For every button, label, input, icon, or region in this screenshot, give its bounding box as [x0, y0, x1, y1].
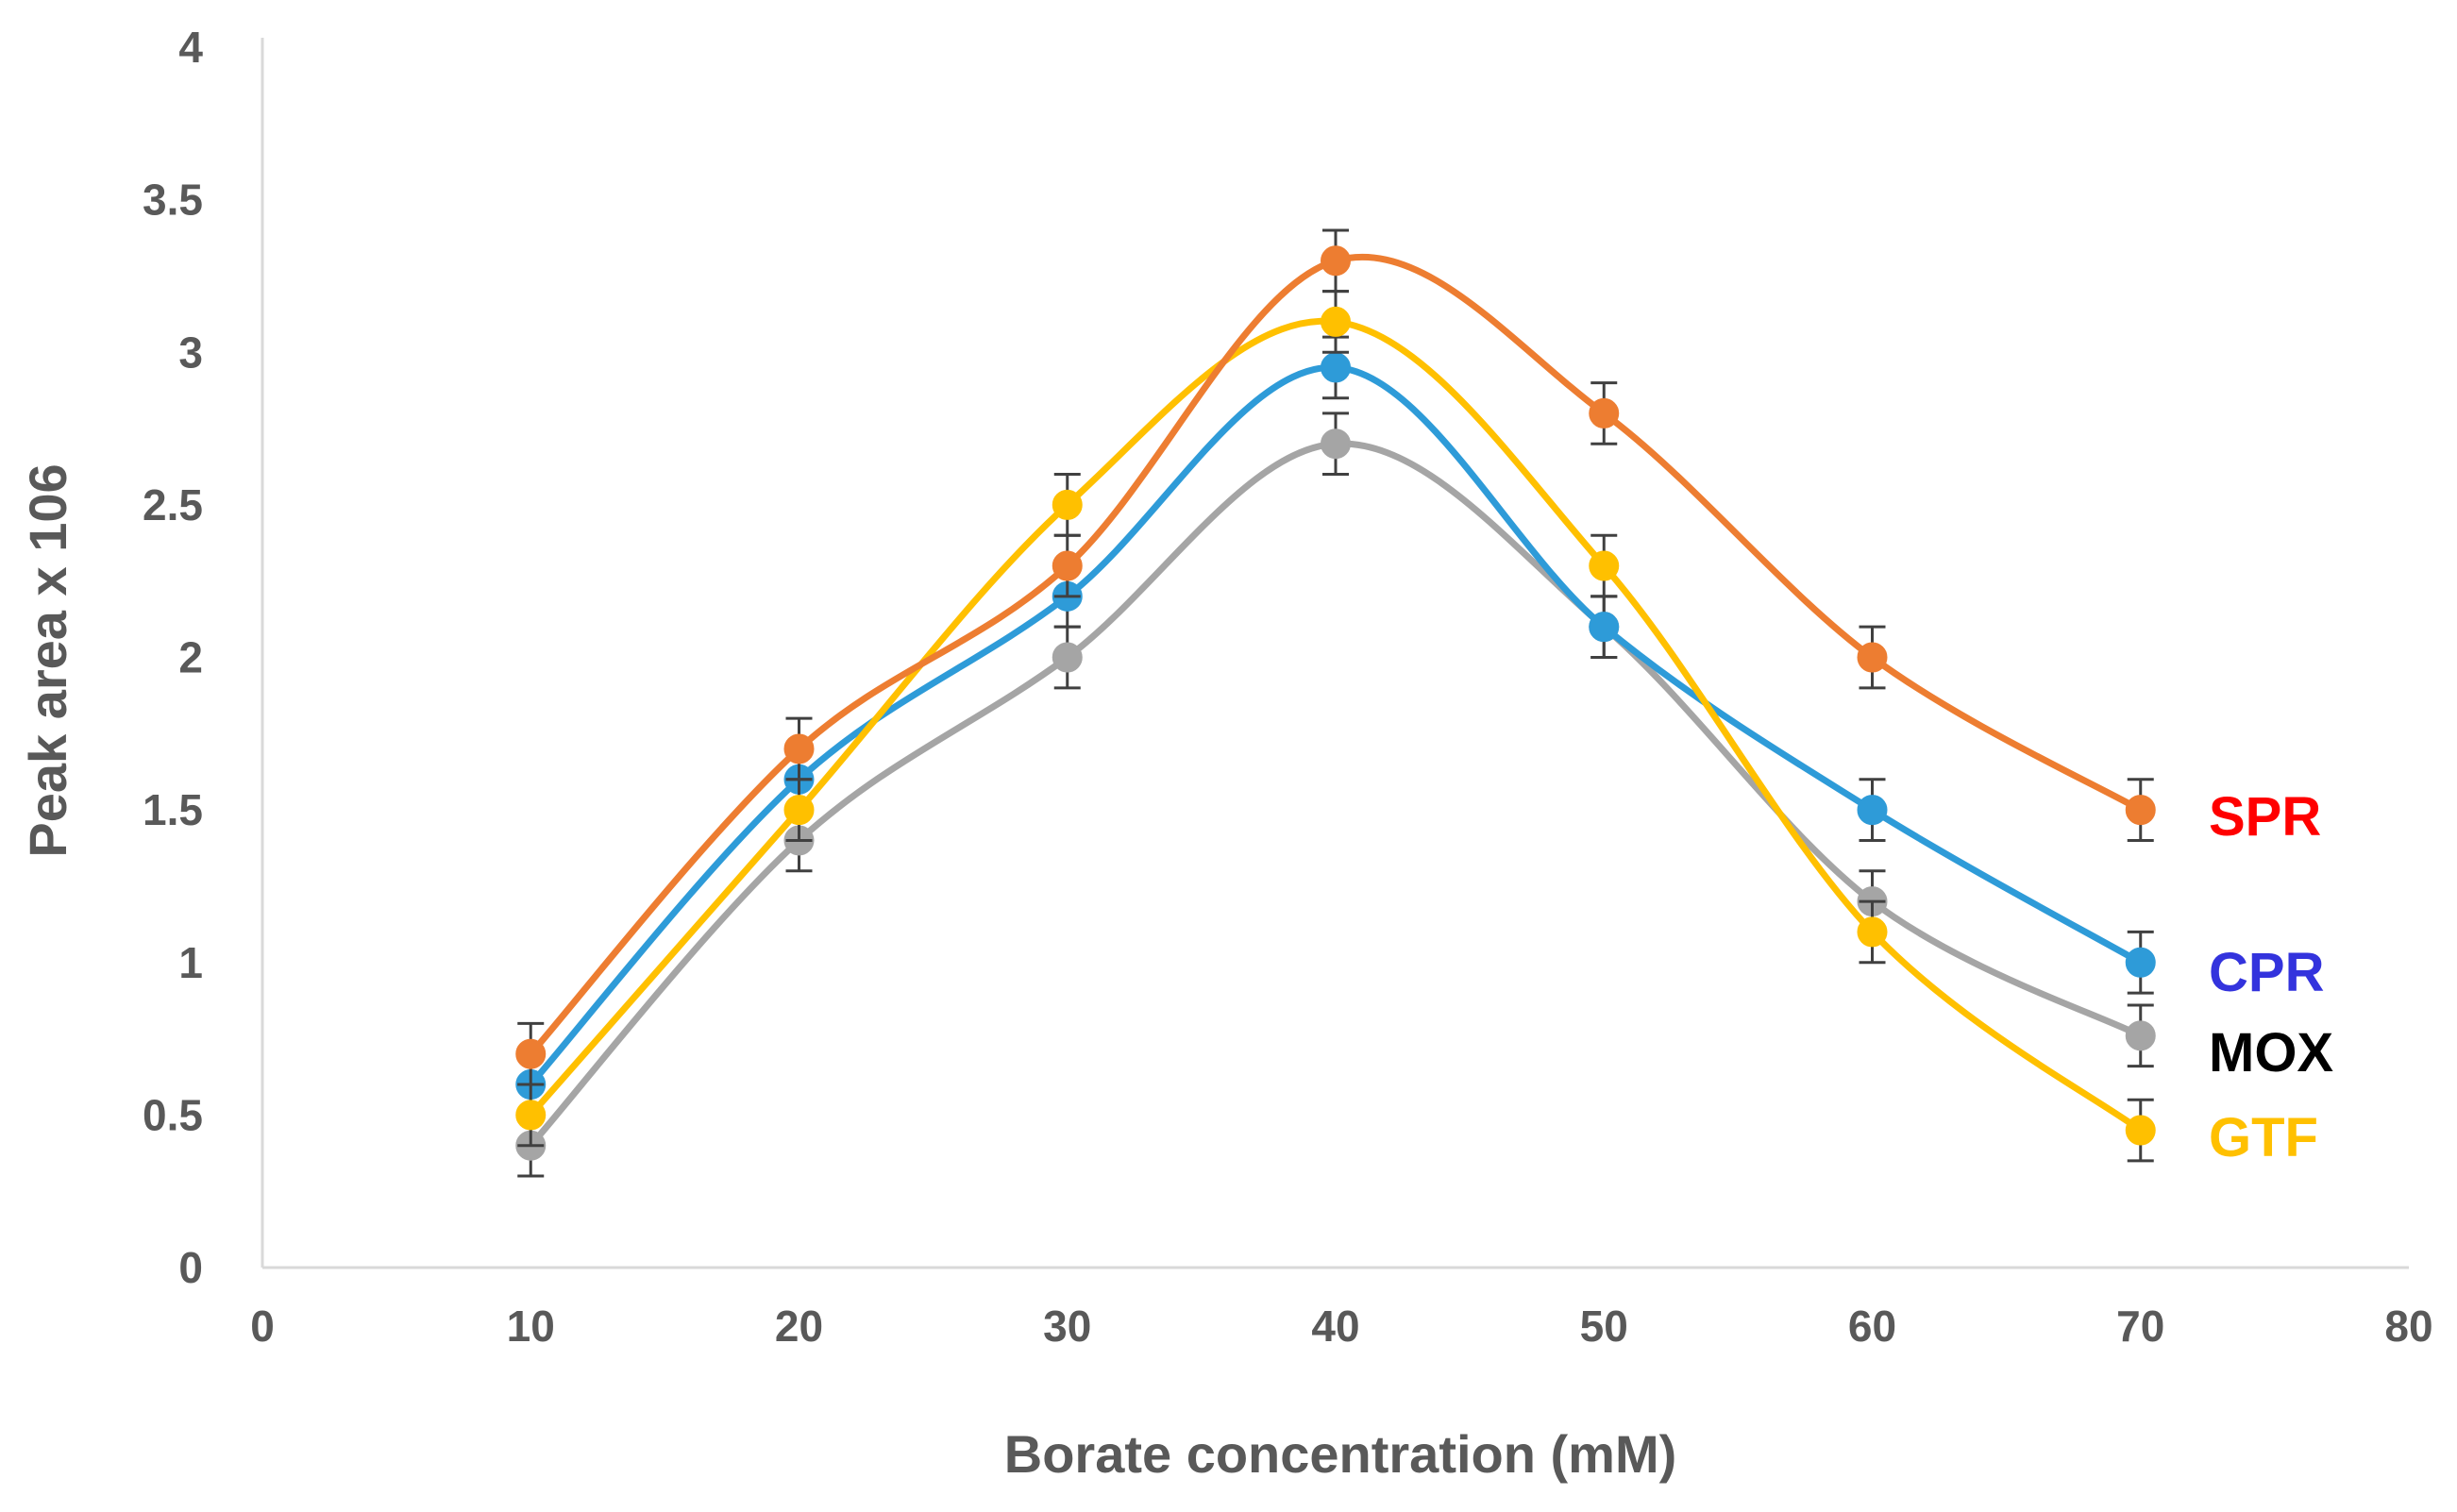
data-point-mox [1321, 428, 1351, 460]
x-tick-label: 30 [1043, 1302, 1091, 1351]
series-labels: SPR CPR MOX GTF [2209, 786, 2333, 1168]
data-point-gtf [1052, 489, 1083, 520]
data-point-cpr [2125, 947, 2156, 978]
data-point-spr [1052, 550, 1083, 581]
x-tick-label: 20 [775, 1302, 823, 1351]
y-tick-label: 4 [178, 23, 203, 72]
y-tick-label: 3.5 [143, 176, 203, 225]
data-point-spr [515, 1038, 547, 1069]
data-point-gtf [515, 1100, 547, 1131]
x-tick-label: 10 [507, 1302, 555, 1351]
data-point-mox [2125, 1020, 2156, 1051]
series-label-gtf: GTF [2209, 1107, 2318, 1168]
series-mox [515, 412, 2156, 1178]
series-line-mox [527, 440, 2145, 1150]
y-tick-label: 1 [178, 938, 203, 987]
data-point-cpr [1857, 795, 1888, 826]
data-point-cpr [1321, 352, 1351, 383]
data-point-spr [783, 733, 815, 764]
data-point-cpr [1589, 612, 1620, 643]
data-point-mox [1052, 642, 1083, 673]
x-tick-label: 80 [2384, 1302, 2432, 1351]
series-spr [515, 228, 2156, 1086]
data-point-gtf [1321, 306, 1351, 337]
x-tick-label: 40 [1311, 1302, 1359, 1351]
data-point-spr [1857, 642, 1888, 673]
data-point-spr [1321, 245, 1351, 277]
data-point-gtf [2125, 1115, 2156, 1146]
y-tick-label: 2.5 [143, 480, 203, 529]
y-tick-label: 1.5 [143, 785, 203, 834]
x-tick-label: 50 [1580, 1302, 1628, 1351]
series-lines [515, 228, 2156, 1178]
y-axis-title: Peak area x 106 [18, 463, 77, 857]
y-tick-label: 0 [178, 1243, 203, 1292]
series-label-mox: MOX [2209, 1022, 2333, 1084]
data-point-gtf [1589, 550, 1620, 581]
data-point-gtf [783, 795, 815, 826]
data-point-spr [1589, 397, 1620, 428]
series-label-cpr: CPR [2209, 942, 2324, 1003]
x-tick-label: 0 [250, 1302, 275, 1351]
data-point-gtf [1857, 916, 1888, 948]
y-tick-label: 3 [178, 328, 203, 377]
y-tick-label: 0.5 [143, 1090, 203, 1139]
axes: 0 10 20 30 40 50 60 70 80 0 0.5 1 1.5 2 2.5 3 3.5 4 [143, 23, 2433, 1351]
data-point-spr [2125, 795, 2156, 826]
x-tick-label: 70 [2116, 1302, 2164, 1351]
y-tick-label: 2 [178, 633, 203, 682]
x-axis-title: Borate concentration (mM) [1004, 1424, 1677, 1484]
x-tick-label: 60 [1848, 1302, 1896, 1351]
series-label-spr: SPR [2209, 786, 2321, 848]
